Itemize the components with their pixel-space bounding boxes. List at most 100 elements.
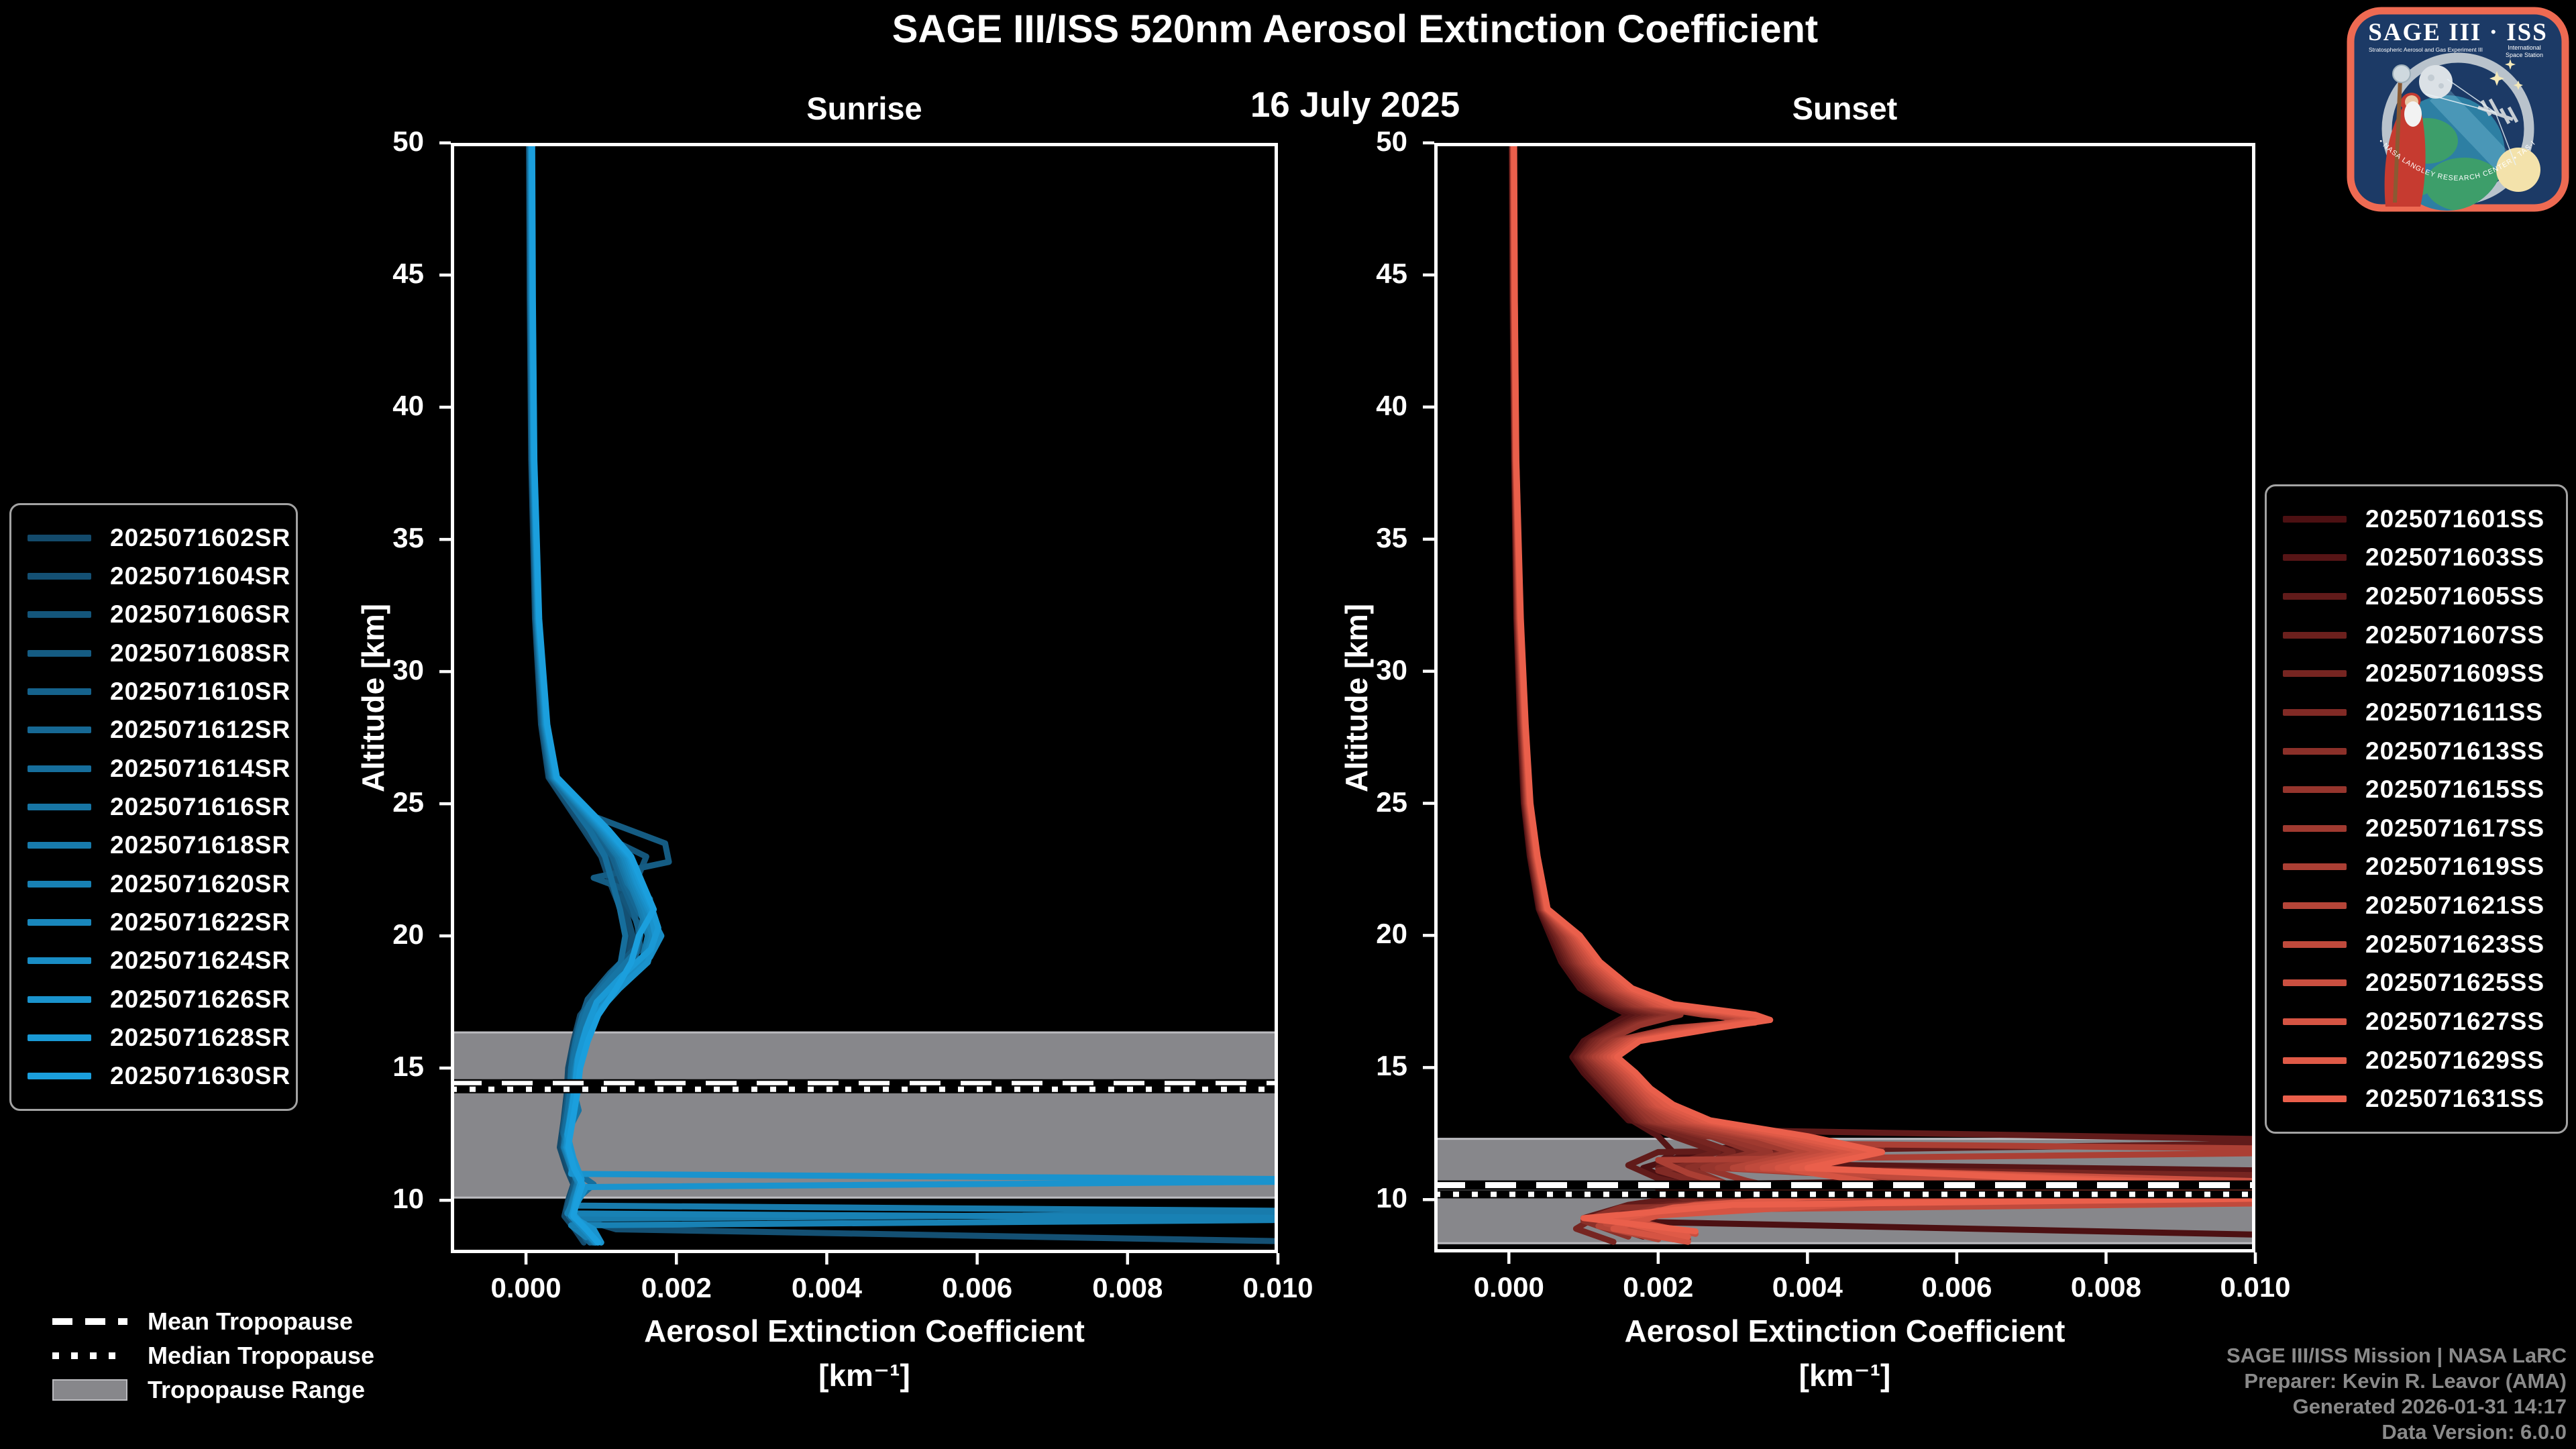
sunrise-xlabel: Aerosol Extinction Coefficient [km⁻¹]: [451, 1309, 1278, 1397]
sunset-series-legend: 2025071601SS 2025071603SS 2025071605SS 2025…: [2265, 484, 2568, 1134]
date-subtitle: 16 July 2025: [1250, 85, 1460, 125]
observation-lines: [2425, 78, 2516, 166]
legend-item: 2025071612SR: [28, 711, 290, 749]
sunrise-plot-svg: [439, 141, 1280, 1265]
y-tick-label: 40: [392, 390, 424, 422]
series-name-label: 2025071623SS: [2365, 930, 2545, 958]
y-tick-label: 10: [1376, 1182, 1407, 1214]
data-version: Data Version: 6.0.0: [2381, 1420, 2567, 1444]
series-name-label: 2025071613SS: [2365, 737, 2545, 765]
y-tick-label: 25: [1376, 786, 1407, 818]
series-color-swatch: [28, 918, 91, 926]
sunrise-ylabel: Altitude [km]: [356, 603, 390, 793]
sage-wizard-figure: [2384, 64, 2426, 207]
series-name-label: 2025071601SS: [2365, 504, 2545, 533]
x-tick-label: 0.002: [641, 1272, 712, 1303]
series-color-swatch: [28, 842, 91, 849]
series-name-label: 2025071607SS: [2365, 621, 2545, 649]
x-tick-label: 0.000: [1473, 1271, 1544, 1303]
attribution-footer: SAGE III/ISS Mission | NASA LaRC Prepare…: [2226, 1343, 2567, 1445]
legend-item: 2025071610SR: [28, 672, 290, 710]
legend-item: 2025071606SR: [28, 596, 290, 634]
mission-credit: SAGE III/ISS Mission | NASA LaRC: [2226, 1344, 2567, 1367]
legend-item: 2025071628SR: [28, 1018, 290, 1057]
series-name-label: 2025071622SR: [110, 908, 291, 936]
series-color-swatch: [28, 534, 91, 541]
sunset-plot-svg: [1423, 141, 2257, 1264]
legend-item: 2025071624SR: [28, 942, 290, 980]
patch-subtitle-left: Stratospheric Aerosol and Gas Experiment…: [2369, 46, 2483, 53]
xlabel-line1: Aerosol Extinction Coefficient: [1624, 1313, 2065, 1348]
series-name-label: 2025071608SR: [110, 639, 291, 667]
y-tick-label: 50: [1376, 125, 1407, 157]
legend-item: 2025071607SS: [2283, 616, 2550, 655]
series-name-label: 2025071611SS: [2365, 698, 2544, 726]
series-name-label: 2025071614SR: [110, 754, 291, 782]
legend-item: 2025071603SS: [2283, 539, 2550, 578]
series-color-swatch: [28, 765, 91, 772]
series-name-label: 2025071629SS: [2365, 1046, 2545, 1074]
series-color-swatch: [28, 688, 91, 695]
x-tick-label: 0.010: [1242, 1272, 1313, 1303]
series-name-label: 2025071625SS: [2365, 969, 2545, 997]
series-color-swatch: [2283, 941, 2347, 948]
series-color-swatch: [2283, 708, 2347, 716]
stars-icon: [2489, 59, 2523, 90]
series-name-label: 2025071620SR: [110, 869, 291, 898]
series-color-swatch: [2283, 515, 2347, 523]
page-title: SAGE III/ISS 520nm Aerosol Extinction Co…: [892, 7, 1819, 51]
dotted-line-swatch: [52, 1352, 127, 1359]
series-name-label: 2025071618SR: [110, 831, 291, 859]
series-name-label: 2025071626SR: [110, 985, 291, 1013]
series-name-label: 2025071628SR: [110, 1023, 291, 1051]
dashed-line-swatch: [52, 1318, 127, 1325]
moon-icon: [2419, 65, 2453, 99]
profile-lines: [1509, 143, 2255, 1245]
legend-item: 2025071626SR: [28, 980, 290, 1018]
y-tick-label: 20: [1376, 918, 1407, 950]
tropopause-legend: Mean Tropopause Median Tropopause Tropop…: [52, 1304, 374, 1407]
legend-item: 2025071630SR: [28, 1057, 290, 1095]
series-name-label: 2025071609SS: [2365, 659, 2545, 688]
legend-item: 2025071620SR: [28, 865, 290, 903]
generated-timestamp: Generated 2026-01-31 14:17: [2292, 1395, 2567, 1418]
profile-2025071611SS: [1509, 143, 1886, 1242]
legend-item: 2025071629SS: [2283, 1041, 2550, 1080]
series-color-swatch: [28, 1034, 91, 1041]
legend-item: 2025071615SS: [2283, 770, 2550, 809]
series-color-swatch: [28, 803, 91, 810]
sunset-chart-panel: Altitude [km] Aerosol Extinction Coeffic…: [1339, 125, 2291, 1393]
y-tick-label: 40: [1376, 389, 1407, 421]
x-tick-label: 0.000: [490, 1272, 561, 1303]
legend-item: 2025071622SR: [28, 903, 290, 941]
legend-item: 2025071621SS: [2283, 886, 2550, 925]
legend-item: 2025071623SS: [2283, 925, 2550, 964]
series-color-swatch: [28, 727, 91, 734]
x-tick-label: 0.004: [1772, 1271, 1843, 1303]
series-name-label: 2025071616SR: [110, 792, 291, 820]
sunset-panel-title: Sunset: [1792, 91, 1898, 126]
x-tick-label: 0.010: [2220, 1271, 2291, 1303]
profile-lines: [526, 143, 1278, 1246]
series-name-label: 2025071617SS: [2365, 814, 2545, 842]
series-color-swatch: [2283, 1095, 2347, 1103]
series-color-swatch: [28, 1073, 91, 1080]
series-color-swatch: [28, 611, 91, 619]
median-tropopause-label: Median Tropopause: [148, 1341, 375, 1369]
axes-frame: [451, 143, 1278, 1253]
legend-item: 2025071627SS: [2283, 1002, 2550, 1041]
sunrise-panel-title: Sunrise: [806, 91, 922, 126]
x-tick-label: 0.006: [1921, 1271, 1992, 1303]
series-name-label: 2025071619SS: [2365, 853, 2545, 881]
legend-item: 2025071618SR: [28, 826, 290, 865]
y-tick-label: 50: [392, 125, 424, 157]
legend-item: 2025071631SS: [2283, 1079, 2550, 1118]
series-color-swatch: [2283, 631, 2347, 639]
legend-item: 2025071619SS: [2283, 848, 2550, 887]
series-color-swatch: [2283, 786, 2347, 794]
xlabel-line1: Aerosol Extinction Coefficient: [644, 1313, 1085, 1348]
tropopause-range-legend-item: Tropopause Range: [52, 1373, 374, 1407]
band-swatch: [52, 1379, 127, 1401]
series-color-swatch: [2283, 1057, 2347, 1064]
